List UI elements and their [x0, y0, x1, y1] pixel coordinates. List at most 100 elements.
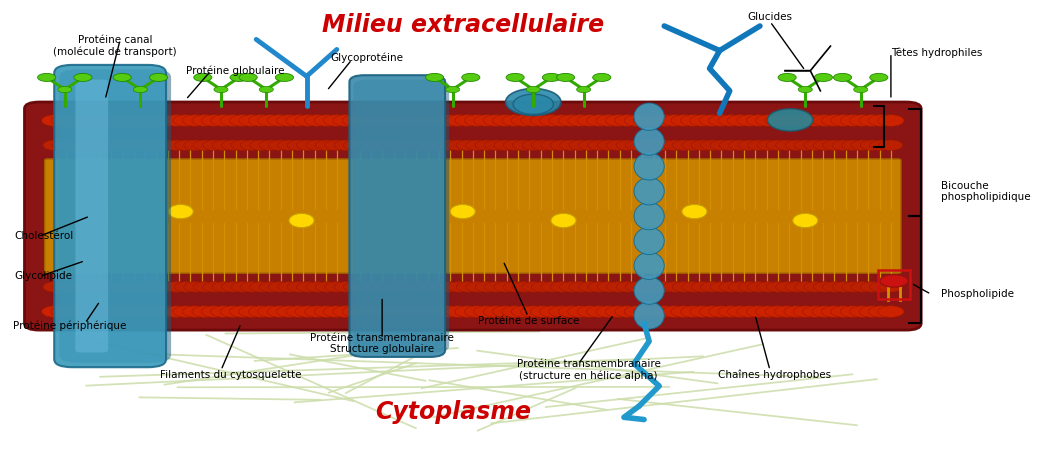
- Circle shape: [462, 73, 480, 81]
- Circle shape: [306, 282, 330, 292]
- Circle shape: [201, 306, 227, 317]
- Circle shape: [156, 140, 179, 150]
- Circle shape: [756, 115, 782, 126]
- Circle shape: [428, 140, 451, 150]
- Circle shape: [652, 306, 678, 317]
- Circle shape: [240, 282, 264, 292]
- Circle shape: [511, 306, 537, 317]
- Circle shape: [775, 115, 801, 126]
- FancyBboxPatch shape: [24, 102, 921, 330]
- Circle shape: [210, 115, 237, 126]
- Circle shape: [80, 306, 106, 317]
- Circle shape: [128, 140, 151, 150]
- Circle shape: [700, 282, 725, 292]
- Circle shape: [849, 115, 876, 126]
- Circle shape: [127, 306, 153, 317]
- Text: Cytoplasme: Cytoplasme: [375, 400, 531, 424]
- Circle shape: [42, 306, 68, 317]
- Circle shape: [268, 282, 292, 292]
- Circle shape: [222, 140, 245, 150]
- Circle shape: [766, 282, 789, 292]
- Circle shape: [117, 115, 143, 126]
- Circle shape: [117, 306, 143, 317]
- Circle shape: [381, 282, 405, 292]
- FancyBboxPatch shape: [54, 65, 166, 367]
- Ellipse shape: [767, 109, 812, 131]
- Circle shape: [51, 306, 77, 317]
- Circle shape: [551, 282, 574, 292]
- Circle shape: [314, 115, 340, 126]
- Circle shape: [277, 140, 302, 150]
- Circle shape: [80, 115, 106, 126]
- Circle shape: [577, 306, 603, 317]
- Text: Cholestérol: Cholestérol: [15, 231, 73, 241]
- Circle shape: [419, 140, 442, 150]
- Circle shape: [593, 73, 610, 81]
- Circle shape: [89, 306, 115, 317]
- Circle shape: [437, 115, 463, 126]
- Circle shape: [184, 140, 207, 150]
- Circle shape: [502, 115, 528, 126]
- Circle shape: [52, 140, 76, 150]
- Circle shape: [532, 282, 555, 292]
- Circle shape: [118, 282, 141, 292]
- Circle shape: [643, 306, 669, 317]
- Circle shape: [408, 115, 435, 126]
- Circle shape: [314, 306, 340, 317]
- Circle shape: [51, 115, 77, 126]
- Circle shape: [861, 282, 884, 292]
- Circle shape: [333, 115, 359, 126]
- Circle shape: [343, 282, 367, 292]
- Circle shape: [633, 306, 660, 317]
- Ellipse shape: [634, 178, 664, 205]
- Circle shape: [108, 306, 134, 317]
- Circle shape: [596, 306, 622, 317]
- Text: Bicouche
phospholipidique: Bicouche phospholipidique: [941, 180, 1031, 202]
- Circle shape: [98, 115, 125, 126]
- Circle shape: [861, 140, 884, 150]
- Circle shape: [729, 282, 753, 292]
- Circle shape: [287, 282, 311, 292]
- Circle shape: [428, 282, 451, 292]
- Circle shape: [325, 140, 349, 150]
- Circle shape: [822, 306, 848, 317]
- Circle shape: [644, 282, 668, 292]
- Circle shape: [175, 140, 198, 150]
- Circle shape: [446, 115, 472, 126]
- Circle shape: [506, 73, 525, 81]
- Circle shape: [438, 140, 461, 150]
- Circle shape: [418, 115, 444, 126]
- Ellipse shape: [634, 277, 664, 304]
- Circle shape: [558, 115, 584, 126]
- Circle shape: [144, 306, 171, 317]
- Circle shape: [859, 306, 885, 317]
- Circle shape: [465, 306, 491, 317]
- Circle shape: [334, 282, 358, 292]
- Circle shape: [530, 306, 556, 317]
- Circle shape: [804, 140, 827, 150]
- Circle shape: [579, 282, 602, 292]
- Circle shape: [133, 86, 148, 93]
- Circle shape: [504, 140, 527, 150]
- Circle shape: [194, 73, 211, 81]
- Circle shape: [494, 140, 517, 150]
- FancyBboxPatch shape: [60, 69, 171, 363]
- Circle shape: [558, 306, 584, 317]
- Circle shape: [150, 73, 168, 81]
- Circle shape: [748, 140, 772, 150]
- Circle shape: [154, 115, 180, 126]
- Circle shape: [633, 115, 660, 126]
- Circle shape: [258, 306, 284, 317]
- Circle shape: [99, 282, 122, 292]
- Circle shape: [785, 140, 808, 150]
- Circle shape: [653, 140, 677, 150]
- Circle shape: [853, 86, 868, 93]
- Circle shape: [851, 282, 874, 292]
- Circle shape: [371, 115, 397, 126]
- Circle shape: [757, 140, 781, 150]
- Circle shape: [220, 115, 246, 126]
- Circle shape: [305, 306, 331, 317]
- Circle shape: [485, 140, 508, 150]
- Circle shape: [530, 115, 556, 126]
- Circle shape: [485, 282, 508, 292]
